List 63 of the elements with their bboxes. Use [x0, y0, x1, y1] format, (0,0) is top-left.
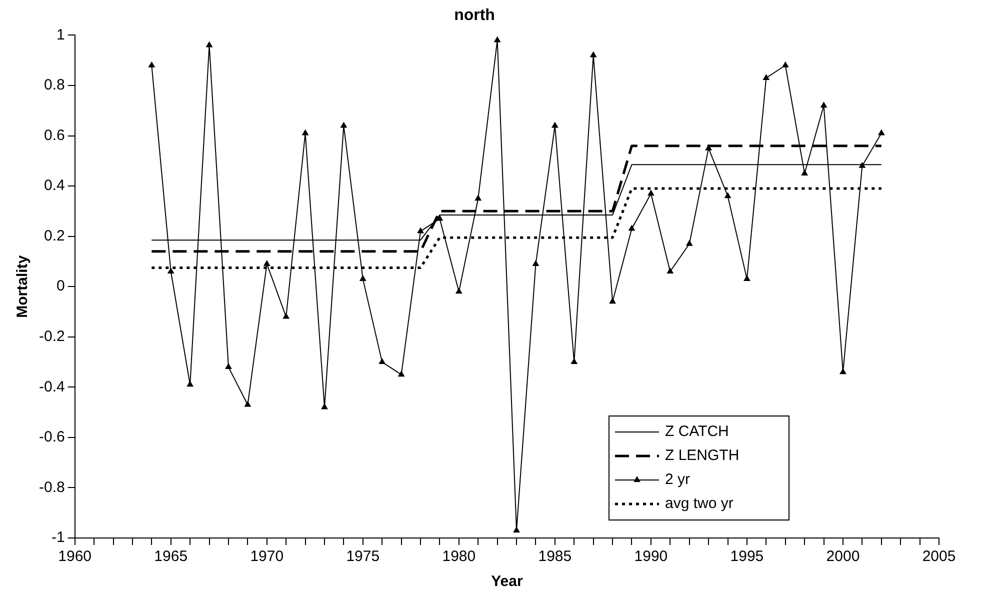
point — [321, 403, 328, 410]
point — [378, 358, 386, 364]
x-tick-label: 2000 — [826, 548, 860, 566]
y-tick-label: 0.6 — [44, 126, 65, 144]
point — [244, 400, 252, 407]
point — [282, 312, 290, 319]
legend-label: Z CATCH — [665, 423, 729, 440]
point — [590, 51, 597, 58]
point — [570, 358, 578, 364]
point — [417, 227, 424, 234]
point — [186, 380, 194, 387]
x-tick-label: 1995 — [730, 548, 764, 566]
point — [820, 102, 828, 108]
y-tick-label: 0.2 — [44, 227, 65, 244]
x-tick-label: 1985 — [538, 548, 572, 566]
point — [398, 370, 405, 377]
x-tick-label: 1960 — [58, 548, 92, 566]
x-tick-label: 1990 — [634, 548, 668, 566]
legend-label: Z LENGTH — [665, 447, 740, 464]
y-tick-label: -0.8 — [38, 478, 65, 496]
point — [532, 260, 540, 266]
y-tick-label: 0 — [56, 278, 65, 295]
point — [359, 275, 366, 282]
point — [206, 41, 213, 48]
x-axis-title: Year — [491, 573, 523, 590]
point — [647, 190, 654, 196]
point — [878, 129, 885, 136]
point — [167, 268, 174, 274]
y-tick-label: -0.6 — [38, 428, 65, 446]
point — [340, 122, 348, 128]
point — [148, 61, 156, 68]
x-tick-label: 1975 — [346, 548, 380, 566]
point — [801, 169, 808, 176]
y-tick-label: -0.2 — [38, 328, 65, 346]
legend-label: avg two yr — [665, 495, 734, 512]
point — [762, 74, 770, 80]
point — [263, 260, 270, 266]
y-axis-title: Mortality — [14, 254, 32, 318]
point — [628, 224, 636, 231]
point — [455, 288, 462, 294]
point — [724, 192, 732, 198]
point — [782, 61, 789, 68]
point — [744, 275, 750, 282]
point — [474, 194, 482, 201]
legend-label: 2 yr — [665, 471, 690, 488]
point — [609, 298, 616, 304]
y-tick-label: -0.4 — [38, 378, 65, 396]
point — [225, 363, 232, 370]
x-tick-label: 1965 — [154, 548, 188, 566]
x-tick-label: 1970 — [250, 548, 284, 566]
chart-title: north — [454, 7, 495, 24]
point — [302, 129, 309, 136]
point — [840, 368, 846, 374]
x-tick-label: 1980 — [442, 548, 476, 566]
point — [666, 268, 674, 274]
x-tick-label: 2005 — [922, 548, 956, 566]
point — [494, 36, 501, 42]
point — [686, 240, 693, 246]
y-tick-label: -1 — [52, 529, 65, 546]
y-tick-label: 0.4 — [44, 177, 65, 194]
y-tick-label: 1 — [56, 26, 65, 44]
point — [551, 122, 558, 128]
y-tick-label: 0.8 — [44, 76, 65, 94]
